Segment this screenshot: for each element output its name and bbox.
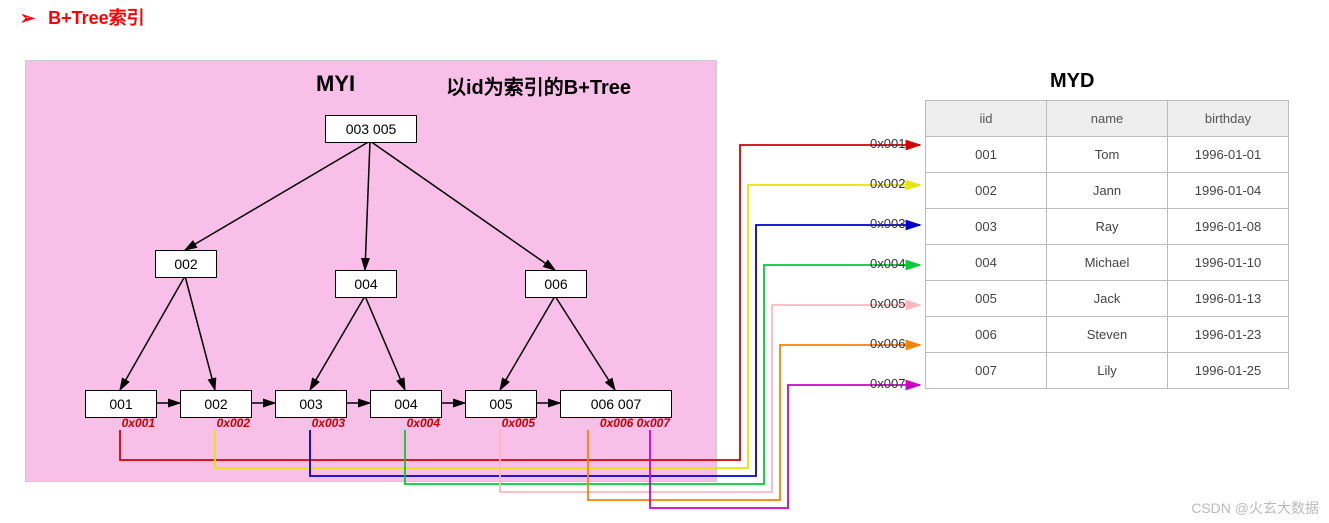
- table-row: 001Tom1996-01-01: [926, 137, 1289, 173]
- table-cell: 1996-01-08: [1168, 209, 1289, 245]
- myd-title: MYD: [1050, 70, 1094, 93]
- table-cell: 003: [926, 209, 1047, 245]
- table-cell: Jann: [1047, 173, 1168, 209]
- table-header: birthday: [1168, 101, 1289, 137]
- table-cell: 1996-01-13: [1168, 281, 1289, 317]
- header-title: B+Tree索引: [48, 8, 145, 28]
- myi-title: MYI: [316, 71, 355, 97]
- table-header: iid: [926, 101, 1047, 137]
- table-cell: 005: [926, 281, 1047, 317]
- table-cell: Ray: [1047, 209, 1168, 245]
- pointer-label: 0x002: [870, 176, 905, 191]
- mid-node: 004: [335, 270, 397, 298]
- mid-node: 002: [155, 250, 217, 278]
- table-header: name: [1047, 101, 1168, 137]
- header-arrow-icon: ➢: [20, 8, 35, 28]
- leaf-node: 004: [370, 390, 442, 418]
- leaf-node: 002: [180, 390, 252, 418]
- table-cell: 1996-01-25: [1168, 353, 1289, 389]
- table-cell: Michael: [1047, 245, 1168, 281]
- leaf-address: 0x003: [275, 416, 345, 430]
- watermark: CSDN @火玄大数据: [1191, 498, 1319, 518]
- table-cell: 1996-01-01: [1168, 137, 1289, 173]
- table-cell: 001: [926, 137, 1047, 173]
- pointer-label: 0x006: [870, 336, 905, 351]
- table-cell: 006: [926, 317, 1047, 353]
- leaf-node: 001: [85, 390, 157, 418]
- pointer-label: 0x005: [870, 296, 905, 311]
- mid-node: 006: [525, 270, 587, 298]
- table-cell: Tom: [1047, 137, 1168, 173]
- myd-table: iidnamebirthday 001Tom1996-01-01002Jann1…: [925, 100, 1289, 389]
- table-row: 006Steven1996-01-23: [926, 317, 1289, 353]
- leaf-address: 0x002: [180, 416, 250, 430]
- leaf-address: 0x001: [85, 416, 155, 430]
- table-row: 007Lily1996-01-25: [926, 353, 1289, 389]
- table-row: 005Jack1996-01-13: [926, 281, 1289, 317]
- table-cell: 002: [926, 173, 1047, 209]
- table-row: 004Michael1996-01-10: [926, 245, 1289, 281]
- table-row: 003Ray1996-01-08: [926, 209, 1289, 245]
- pointer-label: 0x001: [870, 136, 905, 151]
- leaf-node: 006 007: [560, 390, 672, 418]
- pointer-label: 0x003: [870, 216, 905, 231]
- pointer-label: 0x007: [870, 376, 905, 391]
- table-cell: 007: [926, 353, 1047, 389]
- table-cell: Steven: [1047, 317, 1168, 353]
- page-header: ➢ B+Tree索引: [20, 4, 145, 30]
- table-cell: 1996-01-23: [1168, 317, 1289, 353]
- table-cell: 004: [926, 245, 1047, 281]
- leaf-address: 0x005: [465, 416, 535, 430]
- table-cell: 1996-01-10: [1168, 245, 1289, 281]
- table-cell: 1996-01-04: [1168, 173, 1289, 209]
- table-row: 002Jann1996-01-04: [926, 173, 1289, 209]
- root-node: 003 005: [325, 115, 417, 143]
- leaf-node: 003: [275, 390, 347, 418]
- table-cell: Lily: [1047, 353, 1168, 389]
- leaf-address: 0x006 0x007: [560, 416, 670, 430]
- leaf-address: 0x004: [370, 416, 440, 430]
- leaf-node: 005: [465, 390, 537, 418]
- myi-subtitle: 以id为索引的B+Tree: [446, 71, 631, 100]
- table-cell: Jack: [1047, 281, 1168, 317]
- pointer-label: 0x004: [870, 256, 905, 271]
